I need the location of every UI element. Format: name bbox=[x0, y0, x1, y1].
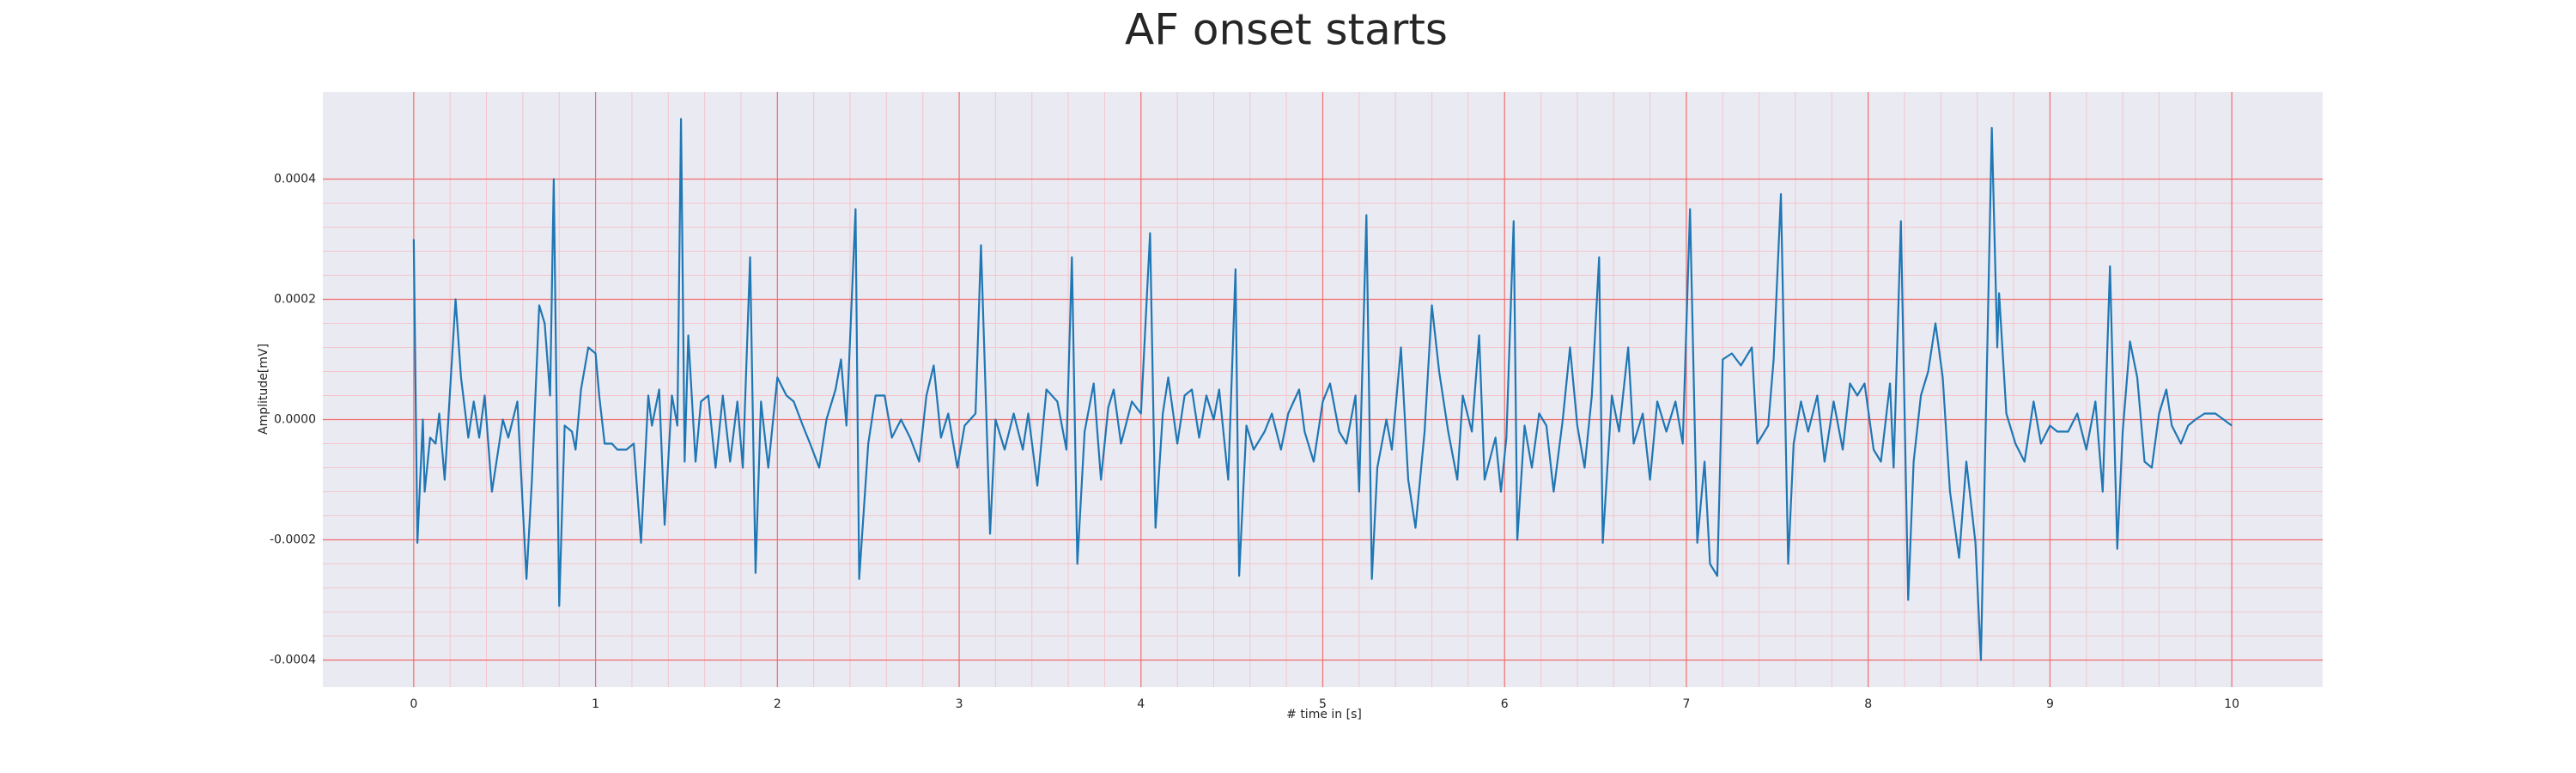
x-tick-label: 7 bbox=[1682, 697, 1690, 711]
y-tick-label: 0.0000 bbox=[274, 413, 316, 427]
x-tick-label: 6 bbox=[1501, 697, 1509, 711]
x-tick-label: 2 bbox=[774, 697, 781, 711]
line-series bbox=[412, 118, 2233, 661]
x-tick-label: 5 bbox=[1319, 697, 1327, 711]
chart-title: AF onset starts bbox=[1125, 5, 1448, 55]
x-tick-label: 1 bbox=[592, 697, 599, 711]
y-axis-label: Amplitude[mV] bbox=[257, 344, 270, 435]
x-tick-label: 8 bbox=[1864, 697, 1872, 711]
x-tick-label: 10 bbox=[2224, 697, 2239, 711]
plot-area bbox=[323, 92, 2323, 687]
y-tick-label: 0.0002 bbox=[274, 293, 316, 307]
x-tick-label: 4 bbox=[1137, 697, 1145, 711]
x-tick-label: 3 bbox=[956, 697, 963, 711]
x-tick-label: 0 bbox=[410, 697, 417, 711]
y-tick-label: -0.0002 bbox=[270, 533, 316, 547]
x-axis-label: # time in [s] bbox=[1286, 708, 1362, 721]
y-tick-label: 0.0004 bbox=[274, 173, 316, 186]
x-tick-label: 9 bbox=[2046, 697, 2054, 711]
y-tick-label: -0.0004 bbox=[270, 654, 316, 667]
